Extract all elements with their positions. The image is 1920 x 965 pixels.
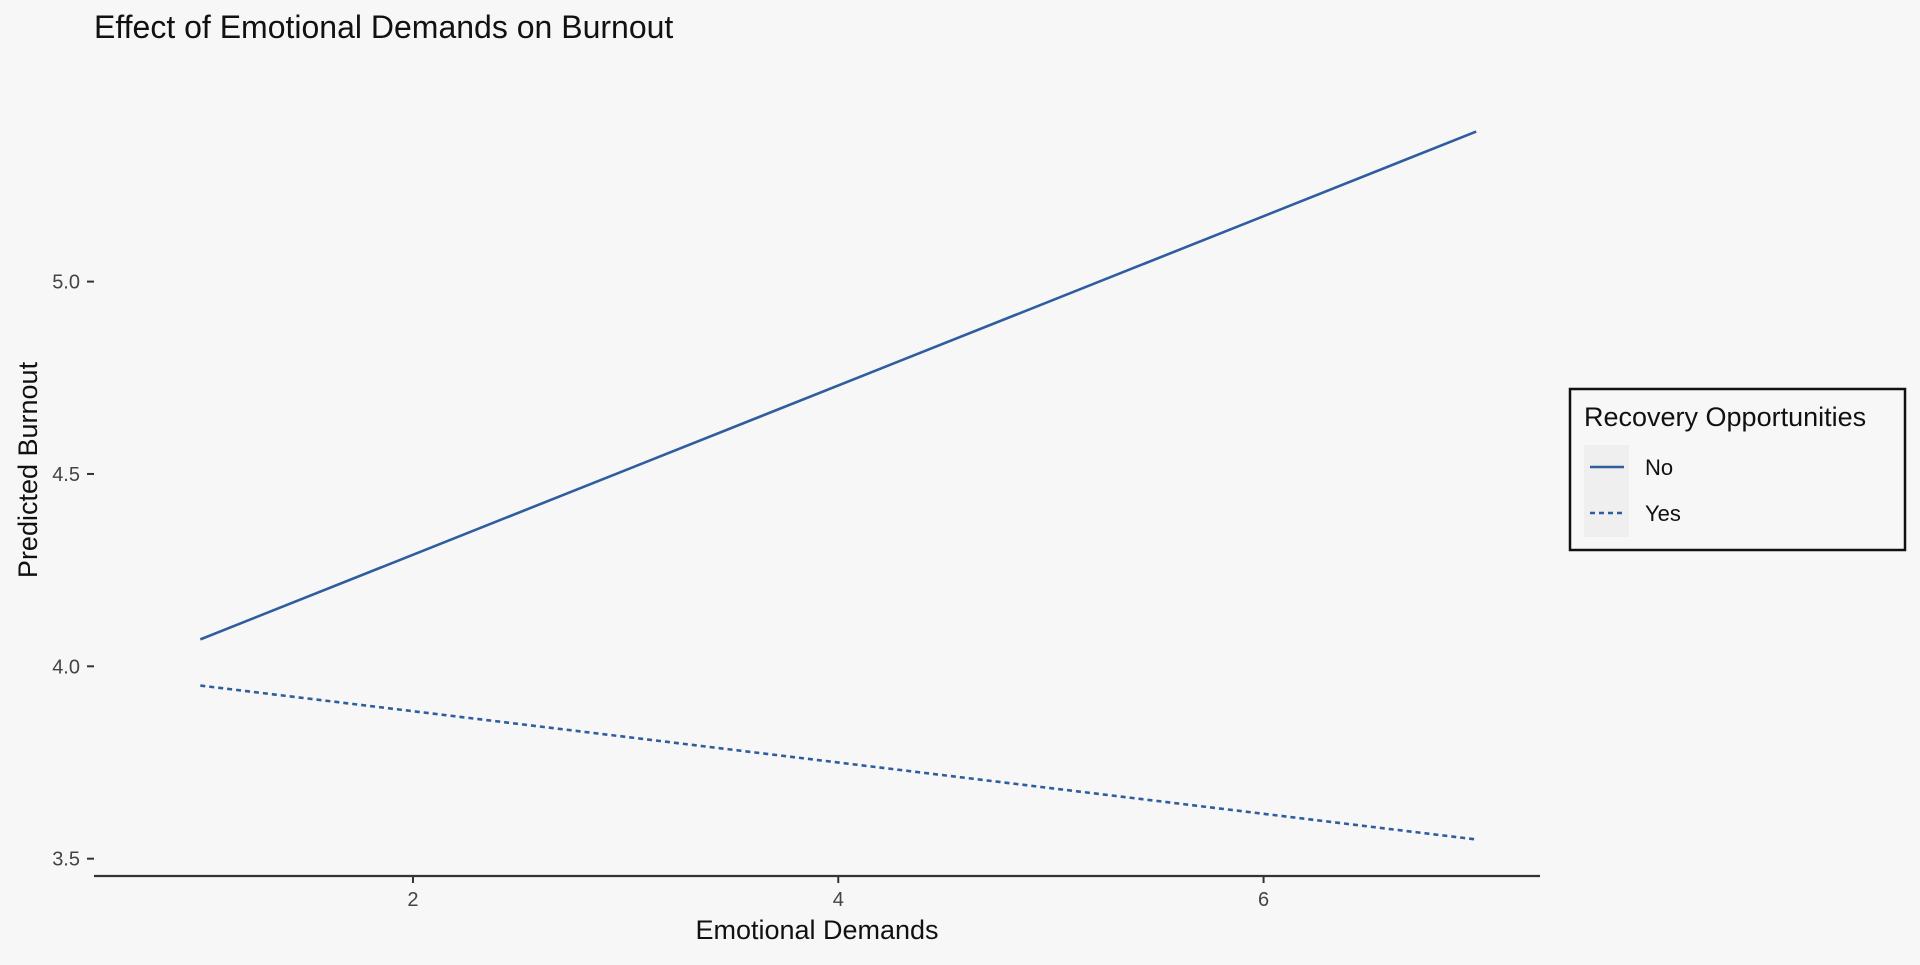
x-tick-label: 2 xyxy=(407,889,418,911)
series-line-no xyxy=(199,130,1477,641)
y-tick-label: 5.0 xyxy=(52,272,80,294)
legend: Recovery Opportunities No Yes xyxy=(1568,387,1907,552)
y-tick-label: 4.0 xyxy=(52,656,80,678)
x-tick-label: 6 xyxy=(1258,889,1269,911)
y-tick-label: 3.5 xyxy=(52,849,80,871)
y-axis-label: Predicted Burnout xyxy=(13,361,43,578)
y-tick-label: 4.5 xyxy=(52,464,80,486)
legend-label-yes: Yes xyxy=(1645,501,1681,526)
plot-area: 2 4 6 3.5 4.0 4.5 5.0 xyxy=(52,130,1540,911)
legend-key-background xyxy=(1584,445,1629,537)
legend-title: Recovery Opportunities xyxy=(1584,402,1866,432)
legend-label-no: No xyxy=(1645,455,1673,480)
chart-title: Effect of Emotional Demands on Burnout xyxy=(94,9,673,45)
x-axis-label: Emotional Demands xyxy=(695,915,938,945)
series-line-yes xyxy=(200,684,1477,841)
x-tick-label: 4 xyxy=(833,889,844,911)
